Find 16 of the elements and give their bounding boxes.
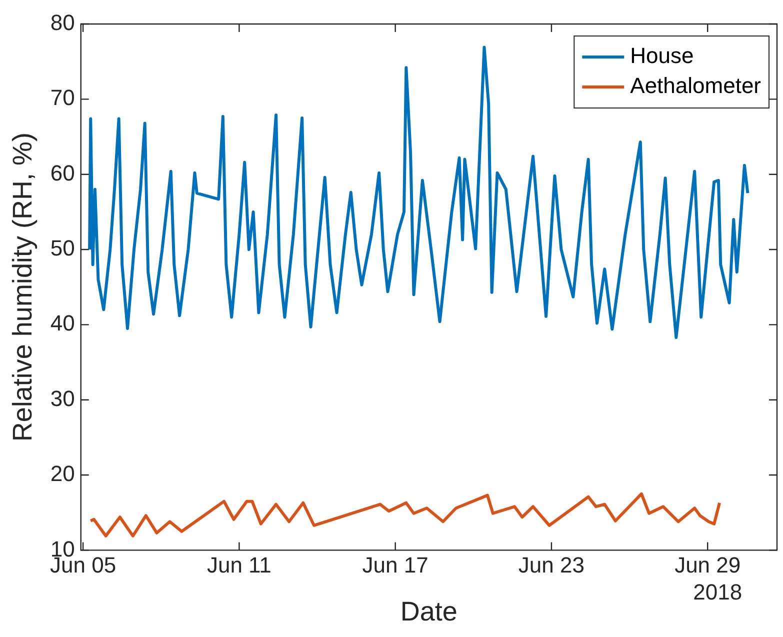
y-tick-label: 20 (50, 461, 75, 486)
x-tick-label: Jun 23 (518, 552, 584, 578)
y-tick-label: 70 (50, 85, 75, 110)
y-tick-label: 60 (50, 160, 75, 186)
x-tick-label: Jun 11 (206, 552, 272, 578)
y-tick-label: 30 (50, 386, 75, 411)
y-tick-label: 40 (50, 310, 75, 336)
y-axis-title: Relative humidity (RH, %) (8, 132, 38, 442)
legend-label: Aethalometer (630, 73, 762, 98)
text: 2018 (693, 579, 742, 604)
x-tick-label: Jun 29 (674, 552, 741, 578)
y-tick-label: 80 (50, 10, 75, 36)
legend-label: House (630, 43, 694, 68)
x-tick-label: Jun 17 (362, 552, 428, 578)
x-axis-title: Date (400, 596, 458, 626)
y-tick-label: 50 (50, 236, 75, 261)
